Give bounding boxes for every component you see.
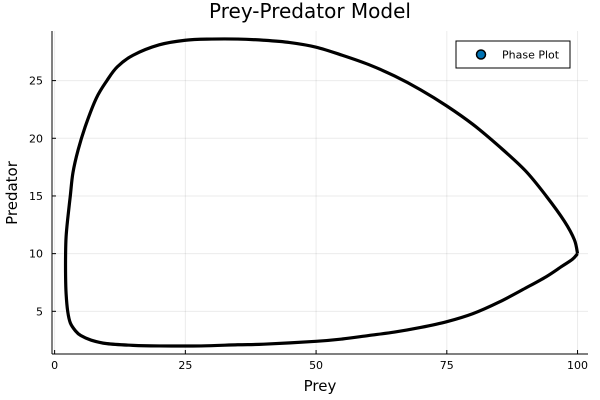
y-tick-label-15: 15: [29, 190, 43, 203]
y-axis-label: Predator: [3, 160, 21, 225]
x-tick-label-100: 100: [567, 359, 588, 372]
x-axis-label: Prey: [304, 377, 337, 395]
legend-entry-phase-plot: Phase Plot: [502, 49, 560, 62]
grid: [52, 31, 588, 354]
y-tick-label-20: 20: [29, 132, 43, 145]
y-tick-label-25: 25: [29, 75, 43, 88]
x-tick-label-0: 0: [51, 359, 58, 372]
legend-marker: [475, 49, 487, 60]
axes: [51, 31, 588, 355]
legend-box: [455, 40, 571, 69]
legend: Phase Plot: [455, 40, 571, 69]
y-tick-label-10: 10: [29, 248, 43, 261]
ticks: 0 25 50 75 100 5 10 15 20 25: [29, 75, 588, 372]
y-tick-label-5: 5: [36, 305, 43, 318]
x-tick-label-50: 50: [309, 359, 323, 372]
x-tick-label-75: 75: [440, 359, 454, 372]
x-tick-label-25: 25: [178, 359, 192, 372]
chart-title: Prey-Predator Model: [209, 0, 411, 23]
series-phase-plot-curve: [63, 37, 580, 348]
series-layer: [63, 37, 580, 348]
